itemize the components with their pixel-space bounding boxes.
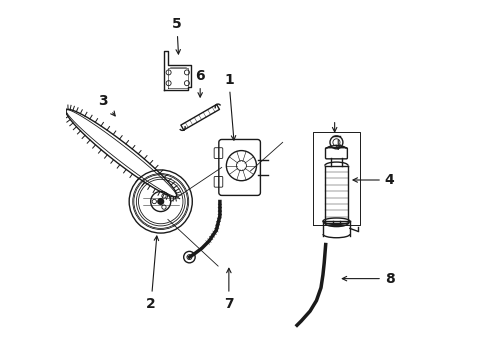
Text: 4: 4	[353, 173, 394, 187]
Text: 8: 8	[342, 271, 394, 285]
Text: 5: 5	[172, 17, 182, 54]
Text: 2: 2	[146, 236, 159, 311]
Circle shape	[157, 198, 164, 205]
Text: 7: 7	[224, 268, 234, 311]
Text: 6: 6	[196, 69, 205, 97]
Text: 1: 1	[224, 73, 236, 140]
Text: 3: 3	[98, 94, 115, 116]
